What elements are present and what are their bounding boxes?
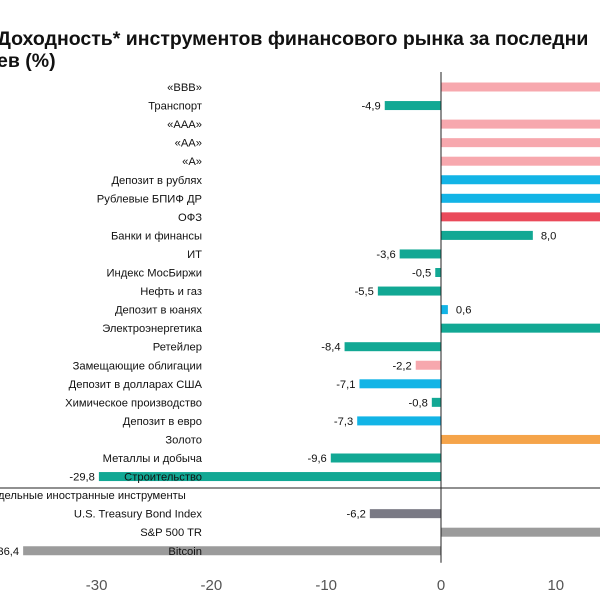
category-label: Депозит в долларах США <box>69 379 203 391</box>
value-label: 0,6 <box>456 305 472 317</box>
bar <box>441 193 600 203</box>
value-label: -0,8 <box>409 397 428 409</box>
bar <box>23 546 442 556</box>
bar <box>415 360 441 370</box>
category-label: Транспорт <box>148 101 202 113</box>
value-label: -2,2 <box>392 360 411 372</box>
category-label: Ретейлер <box>153 342 202 354</box>
bar <box>441 175 600 185</box>
category-label: Индекс МосБиржи <box>107 268 203 280</box>
bar <box>384 101 441 111</box>
value-label: -9,6 <box>308 453 327 465</box>
category-labels-layer: «BBB» Транспорт «AAA» «AA» «A» Депозит в рубл… <box>65 82 203 558</box>
value-label: -4,9 <box>361 101 380 113</box>
value-label: -5,5 <box>355 286 374 298</box>
category-label: Рублевые БПИФ ДР <box>97 193 202 205</box>
bar <box>98 472 441 482</box>
x-tick-label: -10 <box>315 577 337 594</box>
category-label: Bitcoin <box>168 546 202 558</box>
bar <box>441 119 600 129</box>
value-label: -36,4 <box>0 546 19 558</box>
bar <box>344 342 441 352</box>
category-label: «AAA» <box>167 119 202 131</box>
x-tick-label: 0 <box>437 577 445 594</box>
bar <box>441 434 600 444</box>
bar <box>441 305 448 315</box>
bar <box>441 138 600 148</box>
bar <box>441 82 600 92</box>
category-label: ОФЗ <box>178 212 202 224</box>
category-label: «BBB» <box>167 82 202 94</box>
category-label: Металлы и добыча <box>103 453 203 465</box>
category-label: Замещающие облигации <box>73 360 202 372</box>
bar <box>357 416 441 426</box>
category-label: «A» <box>182 156 202 168</box>
bar <box>441 156 600 166</box>
bar <box>435 268 441 277</box>
category-label: Депозит в евро <box>123 416 202 428</box>
category-label: ИТ <box>187 249 202 261</box>
group-label: дельные иностранные инструменты <box>0 490 186 502</box>
x-tick-labels-layer: -40-30-20-1001020 <box>86 577 564 594</box>
chart-title: Доходность* инструментов финансового рын… <box>0 28 589 72</box>
bar <box>441 212 600 222</box>
bar <box>399 249 441 259</box>
bar <box>359 379 441 389</box>
category-label: «AA» <box>175 138 202 150</box>
category-label: Строительство <box>124 472 202 484</box>
category-label: S&P 500 TR <box>140 527 202 539</box>
value-label: 8,0 <box>541 230 557 242</box>
value-label: -6,2 <box>347 509 366 521</box>
value-label: -7,3 <box>334 416 353 428</box>
bar <box>431 397 441 407</box>
value-label: -7,1 <box>336 379 355 391</box>
bar <box>330 453 441 463</box>
bar <box>369 509 441 519</box>
value-labels-layer: -4,922,22220,617,320,38,0-3,6-0,5-5,50,6… <box>0 101 557 558</box>
category-label: Депозит в юанях <box>115 305 202 317</box>
value-label: -29,8 <box>69 472 95 484</box>
bar <box>441 323 600 333</box>
category-label: Депозит в рублях <box>111 175 202 187</box>
category-label: Золото <box>165 434 202 446</box>
x-tick-label: 10 <box>547 577 564 594</box>
category-label: U.S. Treasury Bond Index <box>74 509 203 521</box>
bars-layer <box>23 82 600 556</box>
bar <box>377 286 441 296</box>
x-tick-label: -30 <box>86 577 108 594</box>
bar <box>441 527 600 537</box>
category-label: Химическое производство <box>65 397 202 409</box>
category-label: Банки и финансы <box>111 230 202 242</box>
x-tick-label: -20 <box>201 577 223 594</box>
value-label: -8,4 <box>321 342 340 354</box>
bar <box>441 230 533 240</box>
category-label: Нефть и газ <box>140 286 202 298</box>
category-label: Электроэнергетика <box>102 323 203 335</box>
value-label: -3,6 <box>376 249 395 261</box>
value-label: -0,5 <box>412 268 431 280</box>
